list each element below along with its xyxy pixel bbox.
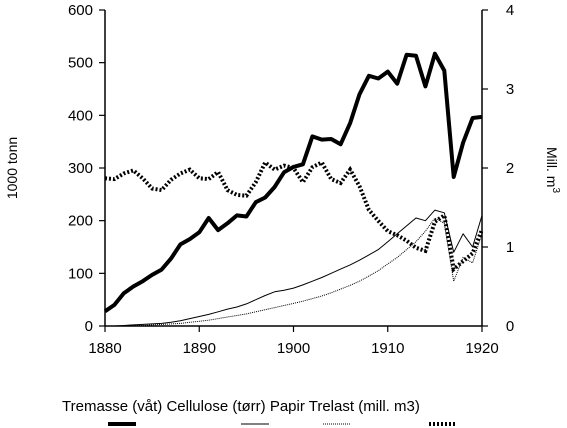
legend-label-4: Trelast (mill. m3): [305, 398, 420, 415]
y-tick-label-left: 300: [68, 160, 93, 177]
y-tick-label-left: 600: [68, 2, 93, 19]
legend-labels: Tremasse (våt) Cellulose (tørr) Papir Tr…: [62, 398, 420, 415]
y-tick-label-right: 2: [506, 160, 514, 177]
y-tick-label-right: 0: [506, 318, 514, 335]
y-tick-label-right: 1: [506, 239, 514, 256]
x-tick-label: 1880: [88, 340, 121, 357]
y-tick-label-right: 3: [506, 81, 514, 98]
x-tick-label: 1910: [371, 340, 404, 357]
series-lines: [103, 51, 484, 327]
series-line-4: [104, 159, 484, 273]
y-tick-label-left: 100: [68, 265, 93, 282]
axes: 0 100 200 300 400 500 600 0 1 2 3 4 1880 1890 1900 1910…: [68, 2, 514, 357]
y-tick-label-left: 500: [68, 55, 93, 72]
series-line-3: [105, 217, 483, 327]
x-tick-label: 1890: [183, 340, 216, 357]
y-tick-label-left: 0: [85, 318, 93, 335]
series-line-2: [105, 209, 483, 327]
legend-label-3: Papir: [266, 398, 305, 415]
y-tick-label-left: 400: [68, 107, 93, 124]
legend: Tremasse (våt) Cellulose (tørr) Papir Tr…: [62, 398, 457, 426]
y-tick-label-right: 4: [506, 2, 514, 19]
legend-label-2: Cellulose (tørr): [162, 398, 265, 415]
x-tick-label: 1920: [465, 340, 498, 357]
legend-label-1: Tremasse (våt): [62, 398, 162, 415]
y-tick-label-left: 200: [68, 213, 93, 230]
series-line-1: [103, 51, 483, 313]
y-axis-label-right: Mill. m3: [544, 147, 561, 193]
y-axis-label-left: 1000 tonn: [4, 137, 20, 199]
x-tick-label: 1900: [277, 340, 310, 357]
